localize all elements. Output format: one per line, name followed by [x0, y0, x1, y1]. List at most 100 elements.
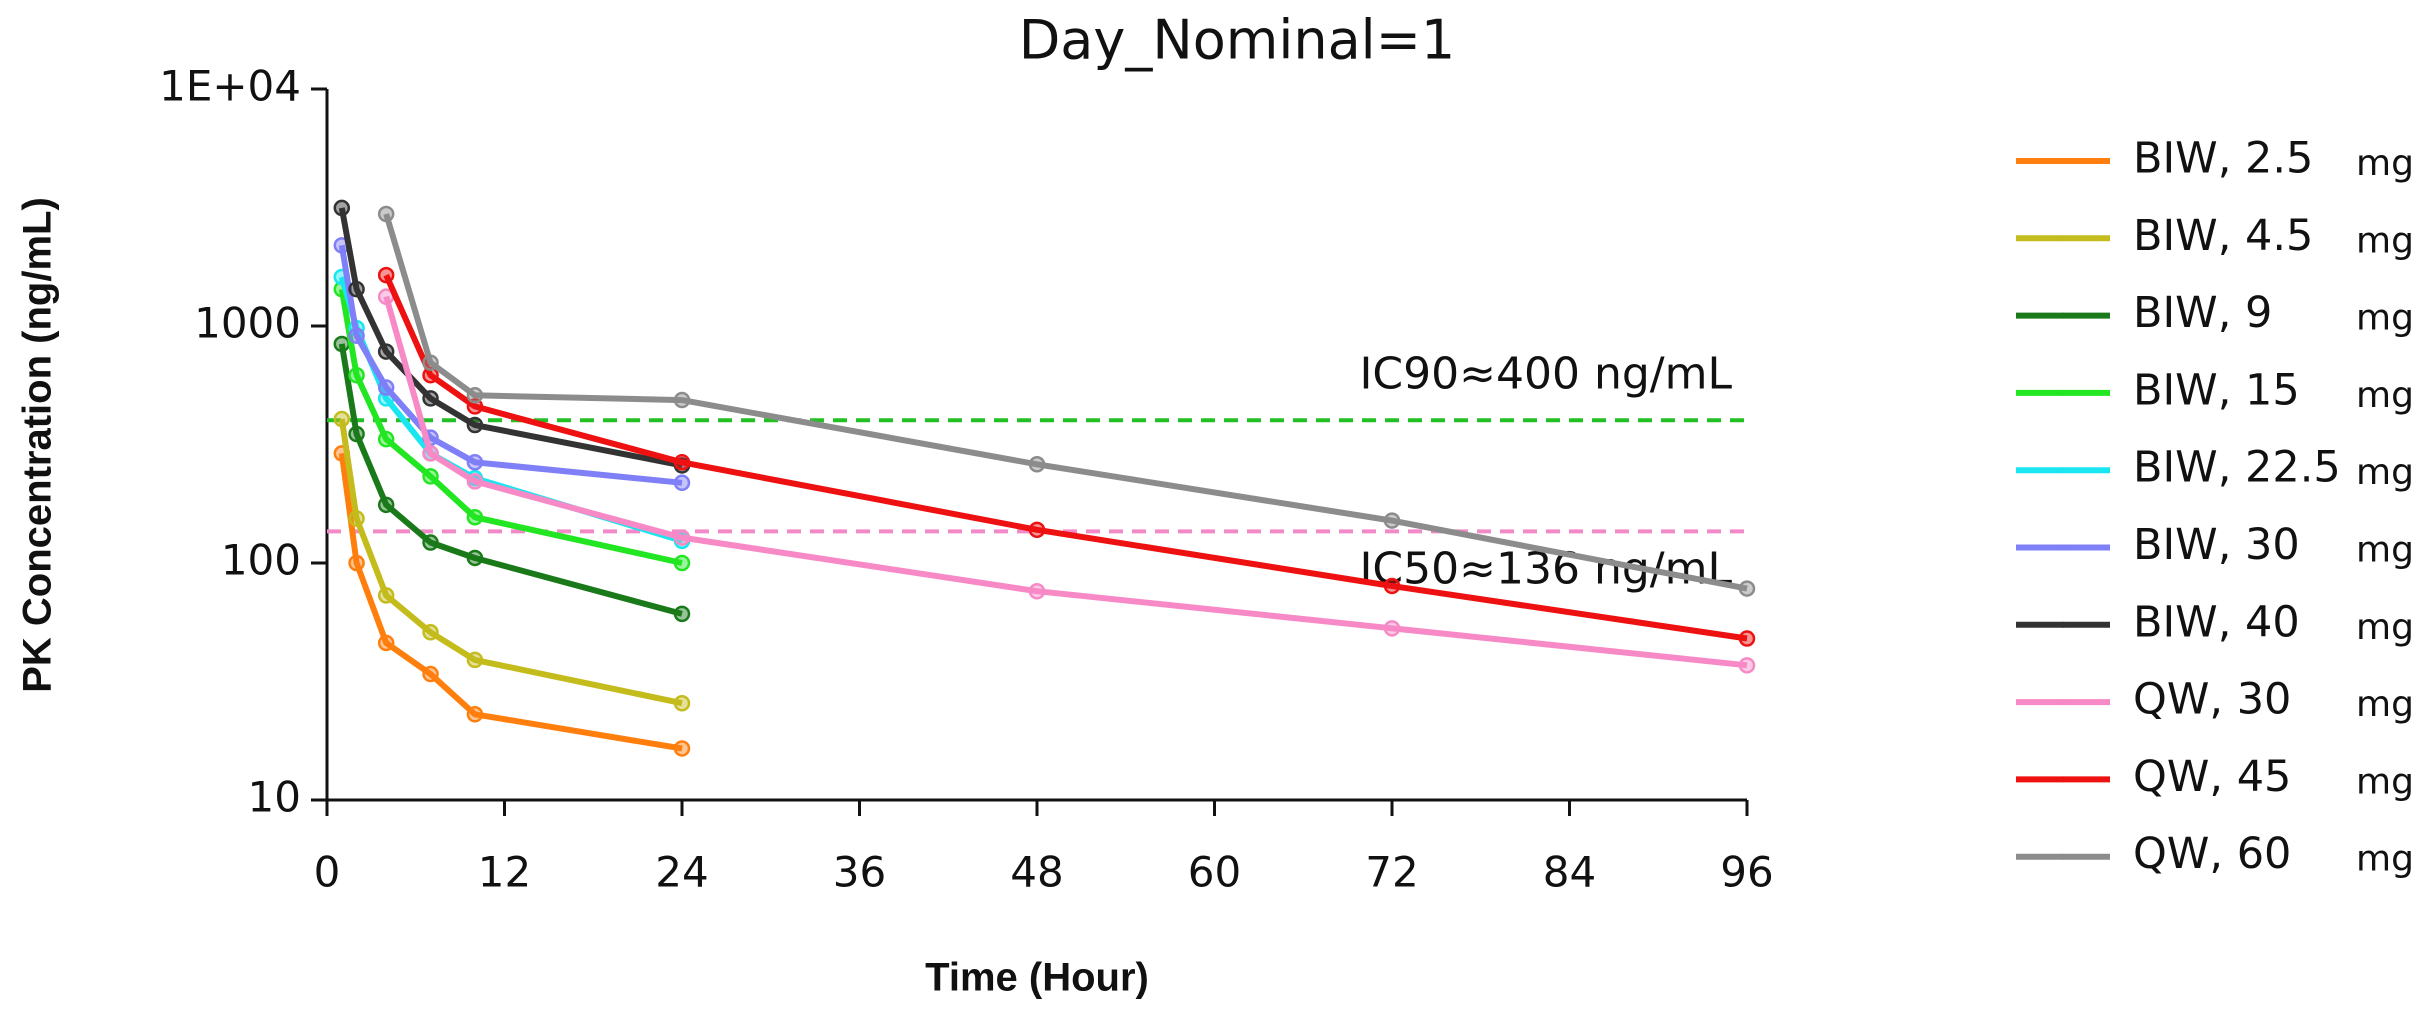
- data-point: [377, 430, 395, 448]
- series: [333, 280, 691, 572]
- data-point: [466, 416, 484, 434]
- data-point: [673, 454, 691, 471]
- data-point: [422, 390, 439, 407]
- data-point: [1738, 580, 1756, 597]
- data-point: [673, 554, 691, 572]
- x-tick-label: 96: [1720, 848, 1773, 897]
- x-tick-label: 24: [655, 848, 708, 897]
- data-point: [673, 474, 691, 492]
- legend-marker: [2060, 699, 2066, 706]
- data-point: [466, 387, 484, 404]
- series: [333, 335, 691, 623]
- data-point: [1028, 582, 1046, 600]
- data-point: [673, 605, 691, 623]
- series-line: [383, 295, 1748, 669]
- series-line: [383, 213, 1748, 592]
- data-point: [1383, 512, 1401, 529]
- legend-marker: [2060, 467, 2066, 474]
- reference-label: IC90≈400 ng/mL: [1359, 348, 1732, 399]
- legend-marker: [2060, 621, 2066, 628]
- legend-unit: mg: [2356, 298, 2414, 339]
- data-point: [377, 266, 395, 284]
- legend-marker: [2060, 235, 2066, 242]
- data-point: [1738, 657, 1756, 674]
- data-point: [377, 205, 395, 223]
- x-tick-label: 12: [478, 848, 531, 897]
- legend-unit: mg: [2356, 452, 2414, 493]
- data-point: [348, 366, 365, 384]
- series-line: [338, 343, 683, 617]
- y-axis-label: PK Concentration (ng/mL): [16, 197, 60, 693]
- series-line: [383, 273, 1748, 642]
- y-tick-label: 100: [221, 536, 301, 585]
- legend-label: BIW, 15: [2133, 365, 2300, 415]
- data-point: [1028, 521, 1046, 539]
- legend-label: BIW, 22.5: [2133, 443, 2341, 493]
- x-tick-label: 36: [833, 848, 886, 897]
- data-point: [1028, 456, 1046, 473]
- data-point: [422, 534, 439, 551]
- legend-marker: [2060, 544, 2066, 551]
- x-tick-label: 0: [314, 848, 341, 897]
- data-point: [422, 624, 439, 641]
- legend-unit: mg: [2356, 839, 2414, 880]
- series: [333, 237, 691, 492]
- series-line: [338, 418, 683, 707]
- legend-unit: mg: [2356, 684, 2414, 725]
- legend-marker: [2060, 389, 2066, 396]
- legend-unit: mg: [2356, 375, 2414, 416]
- series-line: [338, 452, 683, 752]
- data-point: [422, 665, 439, 683]
- data-point: [333, 410, 351, 428]
- data-point: [673, 391, 691, 409]
- x-tick-label: 60: [1188, 848, 1241, 897]
- data-point: [1738, 630, 1756, 647]
- data-point: [466, 508, 484, 526]
- y-tick-label: 1000: [194, 299, 301, 348]
- legend-label: QW, 60: [2133, 829, 2291, 879]
- series-line: [338, 288, 683, 566]
- legend-unit: mg: [2356, 761, 2414, 802]
- data-point: [348, 327, 365, 344]
- data-point: [422, 366, 439, 384]
- data-point: [377, 634, 395, 652]
- legend-label: BIW, 9: [2133, 288, 2272, 338]
- data-point: [466, 651, 484, 669]
- legend-unit: mg: [2356, 607, 2414, 648]
- legend-marker: [2060, 776, 2066, 783]
- y-tick-label: 10: [248, 773, 301, 822]
- data-point: [333, 199, 351, 217]
- series: [377, 266, 1756, 647]
- data-point: [348, 280, 365, 298]
- data-point: [377, 343, 395, 360]
- legend-label: BIW, 4.5: [2133, 211, 2313, 261]
- legend-label: BIW, 30: [2133, 520, 2300, 570]
- data-point: [348, 510, 365, 527]
- series: [377, 205, 1756, 597]
- legend-label: BIW, 40: [2133, 597, 2300, 647]
- data-point: [422, 445, 439, 462]
- x-tick-label: 48: [1010, 848, 1063, 897]
- data-point: [466, 473, 484, 490]
- data-point: [1383, 577, 1401, 595]
- data-point: [673, 529, 691, 546]
- legend-marker: [2060, 312, 2066, 319]
- legend-label: QW, 45: [2133, 752, 2291, 802]
- legend-label: QW, 30: [2133, 675, 2291, 725]
- data-point: [466, 706, 484, 723]
- chart-title: Day_Nominal=1: [1019, 9, 1456, 72]
- data-point: [466, 549, 484, 567]
- data-point: [377, 379, 395, 396]
- series-line: [338, 244, 683, 486]
- data-point: [348, 554, 365, 572]
- data-point: [348, 425, 365, 443]
- data-point: [333, 335, 351, 353]
- legend-marker: [2060, 158, 2066, 164]
- x-tick-label: 84: [1543, 848, 1596, 897]
- x-tick-label: 72: [1365, 848, 1418, 897]
- legend-marker: [2060, 853, 2066, 860]
- legend-unit: mg: [2356, 143, 2414, 184]
- data-point: [377, 587, 395, 604]
- x-axis-label: Time (Hour): [925, 956, 1149, 1000]
